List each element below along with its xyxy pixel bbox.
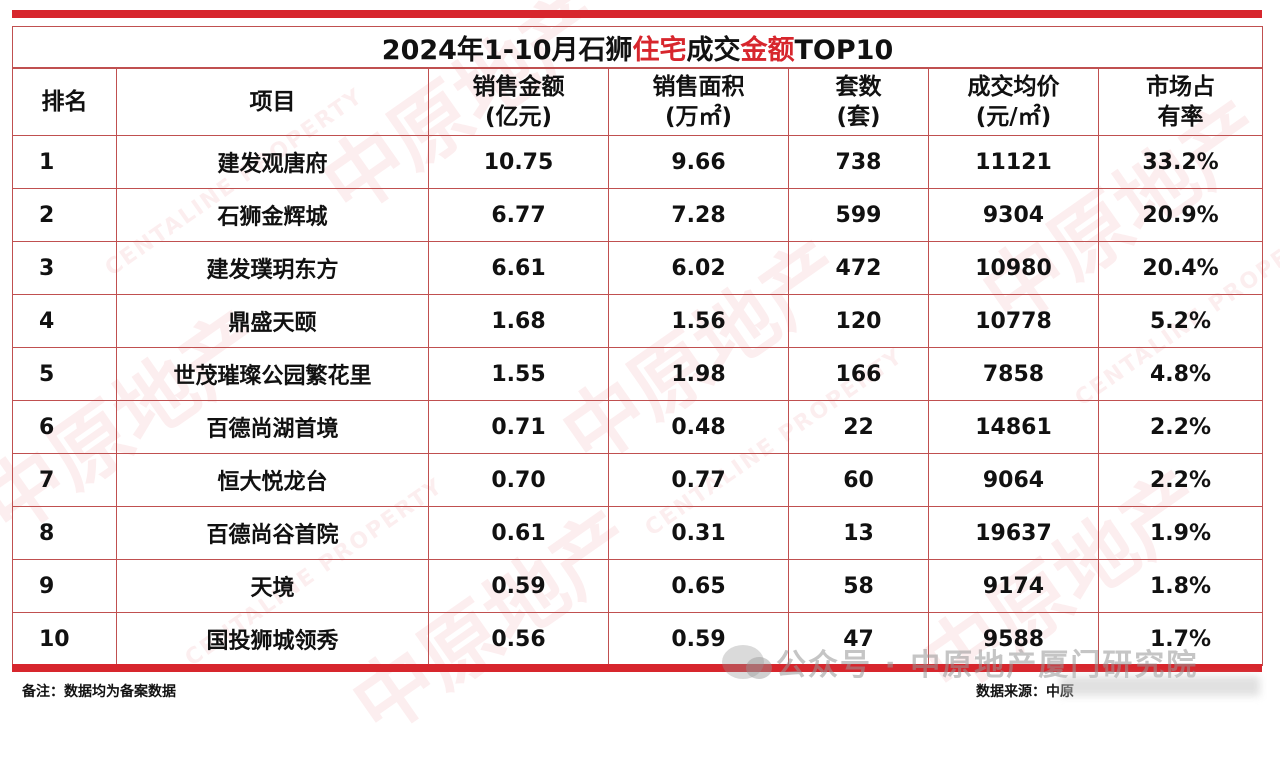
price-cell: 10980 <box>928 241 1099 295</box>
footnote: 备注：数据均为备案数据 <box>22 684 176 700</box>
amount-cell: 0.70 <box>428 453 609 507</box>
amount-cell: 1.55 <box>428 347 609 401</box>
share-cell: 1.9% <box>1097 506 1264 560</box>
table-row: 3 建发璞玥东方 6.61 6.02 472 10980 20.4% <box>12 241 1264 295</box>
amount-cell: 0.61 <box>428 506 609 560</box>
header-units: 套数 (套) <box>788 67 929 136</box>
price-cell: 19637 <box>928 506 1099 560</box>
header-row: 排名 项目 销售金额 (亿元) 销售面积 (万㎡) 套数 (套) 成交均价 (元/㎡) … <box>12 67 1264 136</box>
amount-cell: 6.61 <box>428 241 609 295</box>
rank-cell: 7 <box>12 453 117 507</box>
table-title: 2024年1-10月石狮住宅成交金额TOP10 <box>11 26 1264 69</box>
amount-cell: 0.56 <box>428 612 609 666</box>
share-cell: 1.8% <box>1097 559 1264 613</box>
project-cell: 石狮金辉城 <box>116 188 429 242</box>
units-cell: 472 <box>788 241 929 295</box>
area-cell: 1.56 <box>608 294 789 348</box>
blurred-area <box>1060 676 1260 696</box>
header-area: 销售面积 (万㎡) <box>608 67 789 136</box>
project-cell: 天境 <box>116 559 429 613</box>
header-price: 成交均价 (元/㎡) <box>928 67 1099 136</box>
table-row: 2 石狮金辉城 6.77 7.28 599 9304 20.9% <box>12 188 1264 242</box>
ranking-table: 2024年1-10月石狮住宅成交金额TOP10 排名 项目 销售金额 (亿元) 销… <box>11 26 1264 666</box>
rank-cell: 9 <box>12 559 117 613</box>
share-cell: 20.9% <box>1097 188 1264 242</box>
area-cell: 0.31 <box>608 506 789 560</box>
share-cell: 4.8% <box>1097 347 1264 401</box>
amount-cell: 6.77 <box>428 188 609 242</box>
table-row: 8 百德尚谷首院 0.61 0.31 13 19637 1.9% <box>12 506 1264 560</box>
project-cell: 鼎盛天颐 <box>116 294 429 348</box>
area-cell: 0.77 <box>608 453 789 507</box>
rank-cell: 2 <box>12 188 117 242</box>
area-cell: 7.28 <box>608 188 789 242</box>
share-cell: 33.2% <box>1097 135 1264 189</box>
project-cell: 建发观唐府 <box>116 135 429 189</box>
table-row: 7 恒大悦龙台 0.70 0.77 60 9064 2.2% <box>12 453 1264 507</box>
rank-cell: 1 <box>12 135 117 189</box>
header-share: 市场占 有率 <box>1097 67 1264 136</box>
amount-cell: 0.71 <box>428 400 609 454</box>
header-rank: 排名 <box>12 67 117 136</box>
header-project: 项目 <box>116 67 429 136</box>
table-row: 6 百德尚湖首境 0.71 0.48 22 14861 2.2% <box>12 400 1264 454</box>
rank-cell: 10 <box>12 612 117 666</box>
project-cell: 建发璞玥东方 <box>116 241 429 295</box>
amount-cell: 0.59 <box>428 559 609 613</box>
amount-cell: 1.68 <box>428 294 609 348</box>
price-cell: 10778 <box>928 294 1099 348</box>
units-cell: 22 <box>788 400 929 454</box>
rank-cell: 5 <box>12 347 117 401</box>
units-cell: 13 <box>788 506 929 560</box>
table-row: 5 世茂璀璨公园繁花里 1.55 1.98 166 7858 4.8% <box>12 347 1264 401</box>
project-cell: 百德尚谷首院 <box>116 506 429 560</box>
area-cell: 1.98 <box>608 347 789 401</box>
units-cell: 58 <box>788 559 929 613</box>
project-cell: 恒大悦龙台 <box>116 453 429 507</box>
table-row: 1 建发观唐府 10.75 9.66 738 11121 33.2% <box>12 135 1264 189</box>
share-cell: 20.4% <box>1097 241 1264 295</box>
units-cell: 599 <box>788 188 929 242</box>
price-cell: 7858 <box>928 347 1099 401</box>
project-cell: 百德尚湖首境 <box>116 400 429 454</box>
table-row: 9 天境 0.59 0.65 58 9174 1.8% <box>12 559 1264 613</box>
units-cell: 120 <box>788 294 929 348</box>
share-cell: 2.2% <box>1097 400 1264 454</box>
table-row: 4 鼎盛天颐 1.68 1.56 120 10778 5.2% <box>12 294 1264 348</box>
price-cell: 9174 <box>928 559 1099 613</box>
amount-cell: 10.75 <box>428 135 609 189</box>
price-cell: 9588 <box>928 612 1099 666</box>
project-cell: 世茂璀璨公园繁花里 <box>116 347 429 401</box>
area-cell: 6.02 <box>608 241 789 295</box>
rank-cell: 8 <box>12 506 117 560</box>
rank-cell: 6 <box>12 400 117 454</box>
share-cell: 5.2% <box>1097 294 1264 348</box>
share-cell: 2.2% <box>1097 453 1264 507</box>
units-cell: 166 <box>788 347 929 401</box>
rank-cell: 4 <box>12 294 117 348</box>
data-source: 数据来源：中原 <box>976 684 1074 700</box>
project-cell: 国投狮城领秀 <box>116 612 429 666</box>
area-cell: 9.66 <box>608 135 789 189</box>
price-cell: 9064 <box>928 453 1099 507</box>
wechat-icon <box>722 645 772 679</box>
price-cell: 11121 <box>928 135 1099 189</box>
rank-cell: 3 <box>12 241 117 295</box>
header-amount: 销售金额 (亿元) <box>428 67 609 136</box>
price-cell: 14861 <box>928 400 1099 454</box>
top-accent-bar <box>12 10 1262 18</box>
area-cell: 0.48 <box>608 400 789 454</box>
area-cell: 0.65 <box>608 559 789 613</box>
units-cell: 60 <box>788 453 929 507</box>
units-cell: 738 <box>788 135 929 189</box>
price-cell: 9304 <box>928 188 1099 242</box>
bottom-accent-bar <box>12 664 1262 672</box>
